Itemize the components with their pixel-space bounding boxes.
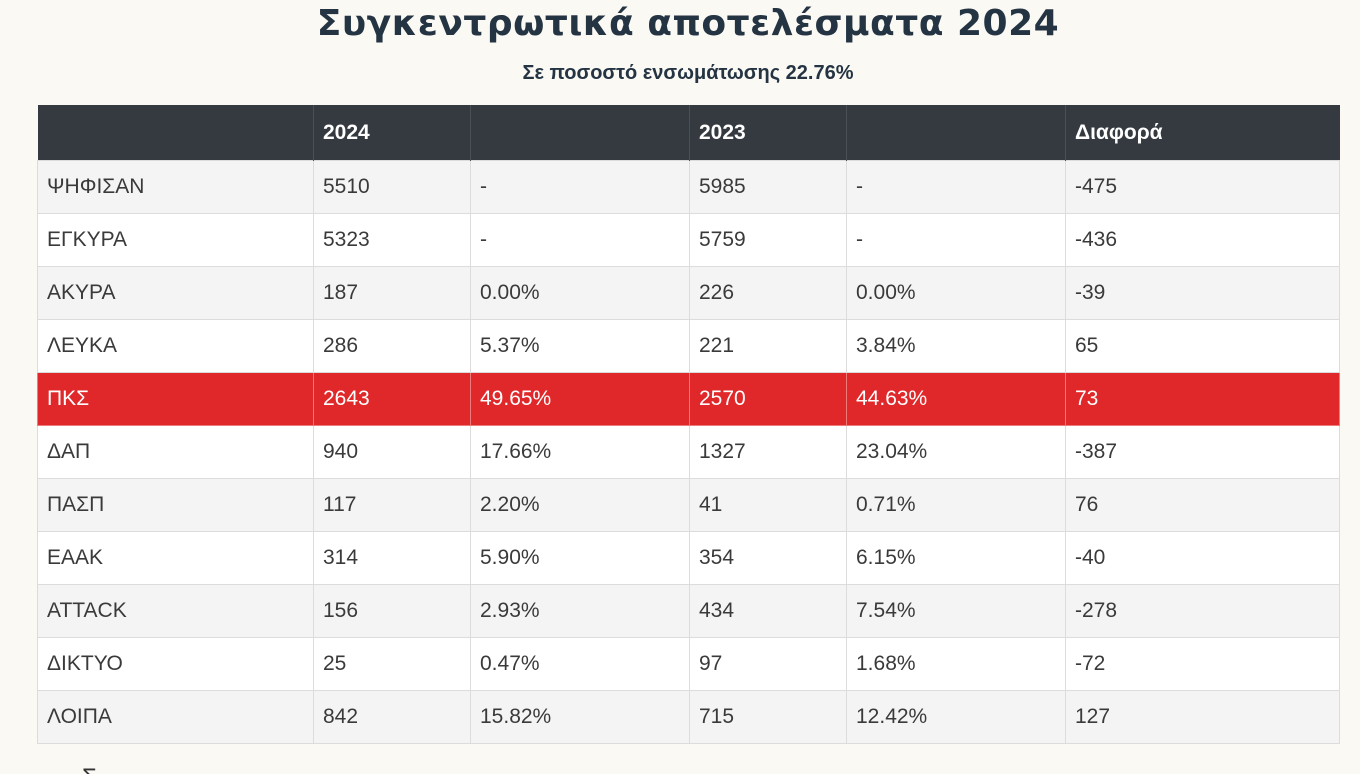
- percent-2023-cell: 12.42%: [846, 690, 1066, 744]
- percent-2024-cell: 0.00%: [470, 266, 690, 320]
- difference-cell: -39: [1065, 266, 1340, 320]
- table-row: ΠΚΣ 2643 49.65% 2570 44.63% 73: [37, 372, 1340, 426]
- row-label-cell: ΕΑΑΚ: [37, 531, 314, 585]
- percent-2024-cell: 49.65%: [470, 372, 690, 426]
- header-difference: Διαφορά: [1065, 105, 1340, 161]
- votes-2023-cell: 5759: [689, 213, 847, 267]
- table-row: ΛΟΙΠΑ 842 15.82% 715 12.42% 127: [37, 690, 1340, 744]
- percent-2023-cell: 1.68%: [846, 637, 1066, 691]
- votes-2024-cell: 286: [313, 319, 471, 373]
- row-label-cell: ΛΕΥΚΑ: [37, 319, 314, 373]
- row-label-cell: ΛΟΙΠΑ: [37, 690, 314, 744]
- votes-2024-cell: 117: [313, 478, 471, 532]
- votes-2023-cell: 97: [689, 637, 847, 691]
- difference-cell: 127: [1065, 690, 1340, 744]
- votes-2024-cell: 156: [313, 584, 471, 638]
- difference-cell: -387: [1065, 425, 1340, 479]
- votes-2024-cell: 5323: [313, 213, 471, 267]
- table-row: ΕΓΚΥΡΑ 5323-5759- -436: [37, 213, 1340, 267]
- votes-2023-cell: 221: [689, 319, 847, 373]
- difference-cell: 76: [1065, 478, 1340, 532]
- votes-2024-cell: 25: [313, 637, 471, 691]
- difference-cell: 73: [1065, 372, 1340, 426]
- table-row: ΔΙΚΤΥΟ 25 0.47% 97 1.68% -72: [37, 637, 1340, 691]
- footer-text-fragment: Σ: [0, 758, 1360, 774]
- difference-cell: -436: [1065, 213, 1340, 267]
- percent-2024-cell: 5.90%: [470, 531, 690, 585]
- percent-2024-cell: 15.82%: [470, 690, 690, 744]
- percent-2023-cell: 0.00%: [846, 266, 1066, 320]
- row-label-cell: ΔΙΚΤΥΟ: [37, 637, 314, 691]
- table-row: ΠΑΣΠ 117 2.20% 41 0.71% 76: [37, 478, 1340, 532]
- difference-cell: -278: [1065, 584, 1340, 638]
- footer-text: Σ: [82, 764, 99, 774]
- votes-2024-cell: 187: [313, 266, 471, 320]
- votes-2023-cell: 41: [689, 478, 847, 532]
- percent-2023-cell: -: [846, 160, 1066, 214]
- percent-2024-cell: 17.66%: [470, 425, 690, 479]
- difference-cell: -40: [1065, 531, 1340, 585]
- header-2024-percent: [470, 105, 690, 161]
- header-2023-percent: [846, 105, 1066, 161]
- difference-cell: -72: [1065, 637, 1340, 691]
- row-label-cell: ΕΓΚΥΡΑ: [37, 213, 314, 267]
- votes-2023-cell: 1327: [689, 425, 847, 479]
- table-row: ΑΚΥΡΑ 187 0.00% 226 0.00% -39: [37, 266, 1340, 320]
- votes-2023-cell: 434: [689, 584, 847, 638]
- results-table: 2024 2023 Διαφορά ΨΗΦΙΣΑΝ 5510-5985- -475 Ε…: [37, 105, 1340, 744]
- table-row: ΨΗΦΙΣΑΝ 5510-5985- -475: [37, 160, 1340, 214]
- votes-2023-cell: 2570: [689, 372, 847, 426]
- table-row: ATTACK 156 2.93% 434 7.54% -278: [37, 584, 1340, 638]
- votes-2023-cell: 226: [689, 266, 847, 320]
- header-label-column: [37, 105, 314, 161]
- votes-2024-cell: 940: [313, 425, 471, 479]
- votes-2024-cell: 842: [313, 690, 471, 744]
- percent-2024-cell: 2.20%: [470, 478, 690, 532]
- percent-2023-cell: 23.04%: [846, 425, 1066, 479]
- percent-2024-cell: 5.37%: [470, 319, 690, 373]
- percent-2023-cell: 7.54%: [846, 584, 1066, 638]
- percent-2023-cell: 3.84%: [846, 319, 1066, 373]
- percent-2024-cell: -: [470, 213, 690, 267]
- percent-2024-cell: 2.93%: [470, 584, 690, 638]
- row-label-cell: ΠΚΣ: [37, 372, 314, 426]
- page-title: Συγκεντρωτικά αποτελέσματα 2024: [316, 3, 1060, 44]
- table-row: ΛΕΥΚΑ 286 5.37% 221 3.84% 65: [37, 319, 1340, 373]
- votes-2024-cell: 5510: [313, 160, 471, 214]
- row-label-cell: ΠΑΣΠ: [37, 478, 314, 532]
- votes-2023-cell: 354: [689, 531, 847, 585]
- percent-2023-cell: 44.63%: [846, 372, 1066, 426]
- table-row: ΔΑΠ 940 17.66% 1327 23.04% -387: [37, 425, 1340, 479]
- difference-cell: -475: [1065, 160, 1340, 214]
- percent-2023-cell: 0.71%: [846, 478, 1066, 532]
- percent-2023-cell: 6.15%: [846, 531, 1066, 585]
- votes-2024-cell: 314: [313, 531, 471, 585]
- header-2023-votes: 2023: [689, 105, 847, 161]
- row-label-cell: ΑΚΥΡΑ: [37, 266, 314, 320]
- votes-2023-cell: 5985: [689, 160, 847, 214]
- difference-cell: 65: [1065, 319, 1340, 373]
- percent-2024-cell: -: [470, 160, 690, 214]
- row-label-cell: ΨΗΦΙΣΑΝ: [37, 160, 314, 214]
- row-label-cell: ΔΑΠ: [37, 425, 314, 479]
- header-2024-votes: 2024: [313, 105, 471, 161]
- percent-2023-cell: -: [846, 213, 1066, 267]
- table-row: ΕΑΑΚ 314 5.90% 354 6.15% -40: [37, 531, 1340, 585]
- votes-2023-cell: 715: [689, 690, 847, 744]
- page-subtitle: Σε ποσοστό ενσωμάτωσης 22.76%: [522, 62, 854, 84]
- percent-2024-cell: 0.47%: [470, 637, 690, 691]
- table-header-row: 2024 2023 Διαφορά: [37, 105, 1340, 161]
- row-label-cell: ATTACK: [37, 584, 314, 638]
- votes-2024-cell: 2643: [313, 372, 471, 426]
